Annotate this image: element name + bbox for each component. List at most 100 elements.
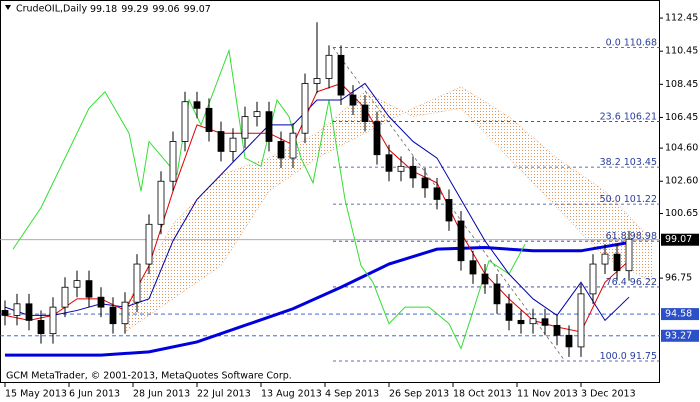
ichimoku-cloud (125, 86, 653, 332)
symbol: CrudeOIL,Daily (16, 4, 87, 15)
x-tick-label: 6 Jun 2013 (69, 389, 120, 400)
candle-body (517, 319, 525, 325)
x-tick-label: 18 Oct 2013 (453, 389, 512, 400)
candle-body (253, 111, 261, 118)
indicator-line (5, 241, 630, 357)
candle-body (193, 101, 201, 109)
fibo-label: 0.0 110.68 (606, 37, 657, 48)
fibo-label: 38.2 103.45 (600, 157, 657, 168)
y-tick-label: 110.45 (665, 46, 698, 57)
fibo-label: 23.6 106.21 (600, 111, 657, 122)
candle-body (385, 154, 393, 172)
fibo-label-part: 38.2 (600, 157, 621, 168)
y-tick-label: 102.60 (665, 176, 698, 187)
fibo-label: 50.0 101.22 (600, 194, 657, 205)
candle-body (97, 296, 105, 308)
ohlc-value: 99.07 (184, 4, 211, 15)
candle-body (613, 253, 621, 272)
price-label: 93.27 (665, 330, 692, 341)
fibo-label: 76.4 96.22 (606, 276, 657, 287)
plot-area: 0.0 110.68 23.6 106.21 38.2 103.45 50.0 101.22 6… (0, 22, 660, 361)
price-label-box (661, 308, 699, 321)
fibo-label-part: 100.0 (600, 350, 627, 361)
candle-body (301, 83, 309, 134)
axes: 112.45 110.45 108.45 106.45 104.60 102.60 100.… (4, 13, 699, 400)
candle-body (433, 187, 441, 200)
fibo-label-part: 101.22 (624, 194, 657, 205)
candle-body (85, 280, 93, 298)
fibo-label-part: 106.21 (624, 111, 657, 122)
candle-body (457, 220, 465, 262)
y-tick-label: 108.45 (665, 79, 698, 90)
candle-body (133, 263, 141, 303)
candle-body (73, 280, 81, 288)
footer: GCM MetaTrader, © 2001-2013, MetaQuotes … (6, 371, 292, 382)
candle-body (577, 293, 585, 348)
y-tick-label: 112.45 (665, 13, 698, 24)
candle-body (1, 310, 9, 316)
fibo-label-part: 103.45 (624, 157, 657, 168)
candle-body (469, 260, 477, 275)
y-tick-label: 96.75 (665, 273, 692, 284)
candle-body (421, 177, 429, 189)
candle-body (61, 286, 69, 308)
fibo-label: 61.8 98.98 (606, 231, 657, 242)
candle-body (565, 334, 573, 348)
x-tick-label: 11 Nov 2013 (517, 389, 578, 400)
candle-body (505, 303, 513, 321)
candle-body (553, 324, 561, 336)
candle-body (121, 301, 129, 325)
candle-body (397, 165, 405, 172)
candle-body (481, 273, 489, 285)
candle-body (217, 131, 225, 152)
candle-body (181, 101, 189, 142)
candle-body (349, 94, 357, 106)
candle-body (409, 165, 417, 179)
candle-body (13, 303, 21, 316)
fibo-label-part: 98.98 (630, 231, 657, 242)
candle-body (589, 263, 597, 295)
ohlc-value: 99.29 (121, 4, 148, 15)
x-tick-label: 13 Aug 2013 (261, 389, 322, 400)
candle-body (625, 238, 633, 272)
candle-body (373, 121, 381, 156)
price-label: 94.58 (665, 309, 692, 320)
x-tick-label: 26 Sep 2013 (389, 389, 449, 400)
candle-body (145, 223, 153, 265)
fibo-label: 100.0 91.75 (600, 350, 657, 361)
candle-body (361, 104, 369, 122)
fibo-label-part: 91.75 (630, 350, 657, 361)
price-label-box (661, 233, 699, 246)
y-tick-label: 106.45 (665, 112, 698, 123)
candle-body (37, 319, 45, 335)
candle-body (109, 306, 117, 325)
ohlc-value: 99.18 (90, 4, 117, 15)
ohlc: 99.18 99.29 99.06 99.07 (90, 4, 211, 15)
y-tick-label: 100.65 (665, 208, 698, 219)
candle-body (601, 253, 609, 265)
x-tick-label: 15 May 2013 (5, 389, 67, 400)
candle-body (169, 141, 177, 182)
candle-body (229, 137, 237, 152)
candle-body (277, 141, 285, 159)
candle-body (49, 306, 57, 335)
candle-body (205, 107, 213, 132)
candle-body (25, 303, 33, 321)
candle-body (337, 54, 345, 96)
x-tick-label: 28 Jun 2013 (133, 389, 190, 400)
fibo-trend (332, 47, 566, 362)
x-tick-label: 3 Dec 2013 (581, 389, 636, 400)
candle-body (445, 199, 453, 222)
ohlc-value: 99.06 (152, 4, 179, 15)
y-tick-label: 104.60 (665, 143, 698, 154)
fibo-label-part: 61.8 (606, 231, 627, 242)
candle-body (541, 318, 549, 326)
candle-body (289, 132, 297, 159)
price-label-box (661, 329, 699, 342)
x-tick-label: 4 Sep 2013 (325, 389, 379, 400)
indicator-line (4, 82, 630, 322)
candle-body (157, 180, 165, 225)
x-tick-label: 22 Jul 2013 (197, 389, 251, 400)
fibo-label-part: 76.4 (606, 276, 627, 287)
